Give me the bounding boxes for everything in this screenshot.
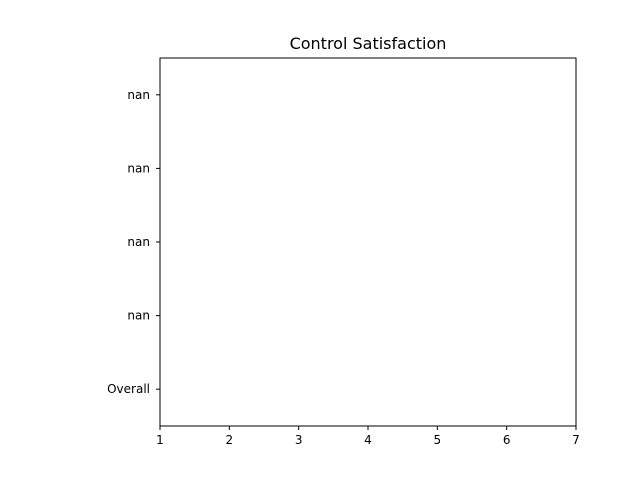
- x-tick-label: 4: [364, 433, 372, 447]
- x-tick-label: 2: [226, 433, 234, 447]
- x-tick-label: 3: [295, 433, 303, 447]
- chart-title: Control Satisfaction: [290, 34, 447, 53]
- plot-area-frame: [159, 57, 577, 427]
- x-tick-label: 1: [156, 433, 164, 447]
- y-tick-label: nan: [127, 309, 150, 323]
- y-tick-label: nan: [127, 235, 150, 249]
- x-axis: 1 2 3 4 5 6 7: [156, 426, 580, 447]
- x-tick-label: 5: [434, 433, 442, 447]
- y-tick-label: nan: [127, 88, 150, 102]
- y-tick-label: nan: [127, 161, 150, 175]
- y-axis: Overall nan nan nan nan: [107, 88, 160, 396]
- x-tick-label: 7: [572, 433, 580, 447]
- y-tick-label: Overall: [107, 382, 150, 396]
- x-tick-label: 6: [503, 433, 511, 447]
